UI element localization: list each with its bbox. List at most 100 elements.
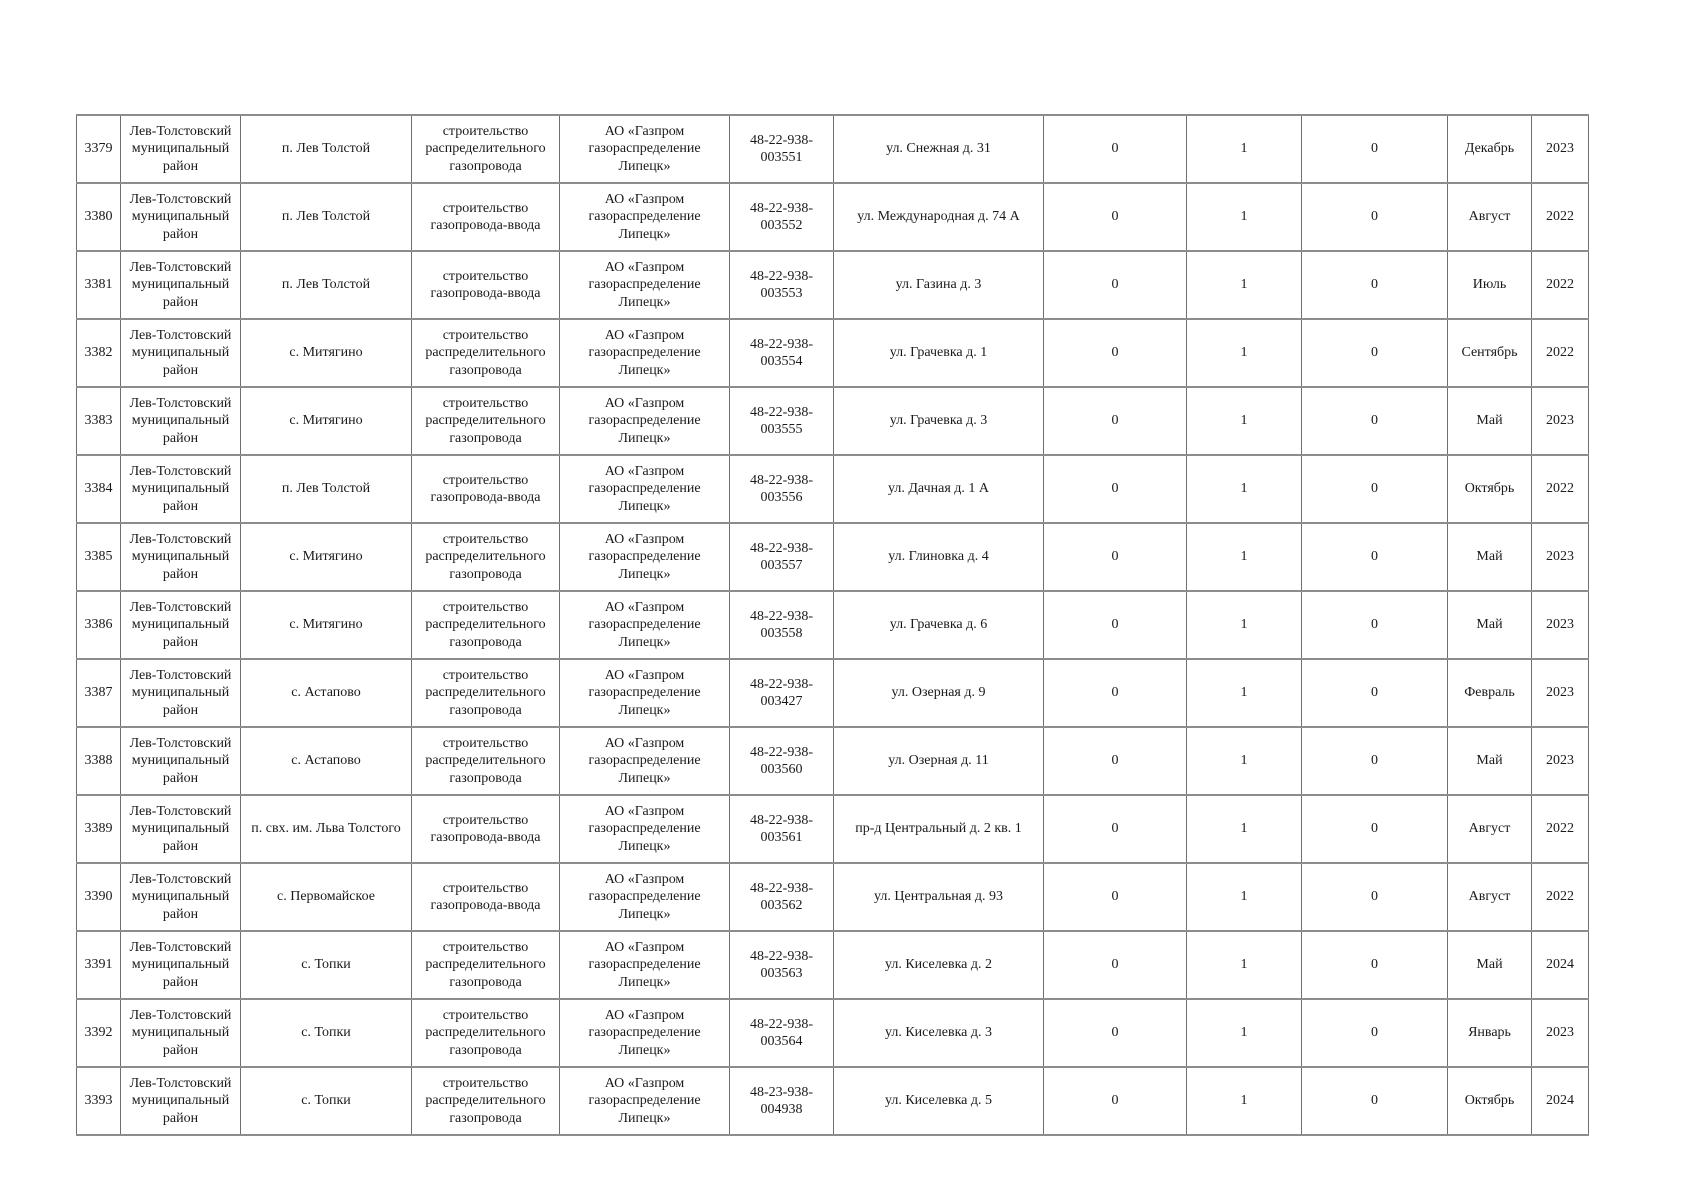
settlement-cell: п. Лев Толстой xyxy=(240,250,412,320)
year-cell: 2022 xyxy=(1531,454,1589,524)
table-row: 3385 Лев-Толстовский муниципальный район… xyxy=(76,522,1589,592)
address-cell: ул. Грачевка д. 1 xyxy=(833,318,1044,388)
month-cell: Май xyxy=(1447,386,1532,456)
row-number-cell: 3386 xyxy=(76,590,121,660)
code-cell: 48-22-938-003558 xyxy=(729,590,834,660)
work-type-cell: строительство распределительного газопро… xyxy=(411,590,560,660)
district-cell: Лев-Толстовский муниципальный район xyxy=(120,726,241,796)
value-b-cell: 1 xyxy=(1186,386,1302,456)
organization-cell: АО «Газпром газораспределение Липецк» xyxy=(559,794,730,864)
organization-cell: АО «Газпром газораспределение Липецк» xyxy=(559,386,730,456)
code-cell: 48-22-938-003557 xyxy=(729,522,834,592)
value-b-cell: 1 xyxy=(1186,590,1302,660)
month-cell: Август xyxy=(1447,794,1532,864)
month-cell: Август xyxy=(1447,182,1532,252)
month-cell: Май xyxy=(1447,522,1532,592)
table-row: 3379 Лев-Толстовский муниципальный район… xyxy=(76,114,1589,184)
settlement-cell: п. свх. им. Льва Толстого xyxy=(240,794,412,864)
address-cell: ул. Снежная д. 31 xyxy=(833,114,1044,184)
table-row: 3392 Лев-Толстовский муниципальный район… xyxy=(76,998,1589,1068)
year-cell: 2024 xyxy=(1531,930,1589,1000)
year-cell: 2022 xyxy=(1531,182,1589,252)
settlement-cell: с. Астапово xyxy=(240,658,412,728)
settlement-cell: с. Топки xyxy=(240,998,412,1068)
month-cell: Май xyxy=(1447,726,1532,796)
value-a-cell: 0 xyxy=(1043,182,1187,252)
value-a-cell: 0 xyxy=(1043,318,1187,388)
value-a-cell: 0 xyxy=(1043,726,1187,796)
month-cell: Май xyxy=(1447,930,1532,1000)
month-cell: Октябрь xyxy=(1447,454,1532,524)
month-cell: Декабрь xyxy=(1447,114,1532,184)
row-number-cell: 3392 xyxy=(76,998,121,1068)
work-type-cell: строительство газопровода-ввода xyxy=(411,794,560,864)
value-b-cell: 1 xyxy=(1186,998,1302,1068)
table-row: 3391 Лев-Толстовский муниципальный район… xyxy=(76,930,1589,1000)
year-cell: 2023 xyxy=(1531,522,1589,592)
district-cell: Лев-Толстовский муниципальный район xyxy=(120,658,241,728)
year-cell: 2022 xyxy=(1531,794,1589,864)
year-cell: 2023 xyxy=(1531,998,1589,1068)
work-type-cell: строительство распределительного газопро… xyxy=(411,1066,560,1136)
address-cell: ул. Международная д. 74 А xyxy=(833,182,1044,252)
district-cell: Лев-Толстовский муниципальный район xyxy=(120,522,241,592)
row-number-cell: 3382 xyxy=(76,318,121,388)
settlement-cell: с. Митягино xyxy=(240,522,412,592)
address-cell: ул. Центральная д. 93 xyxy=(833,862,1044,932)
value-b-cell: 1 xyxy=(1186,114,1302,184)
value-b-cell: 1 xyxy=(1186,658,1302,728)
address-cell: ул. Киселевка д. 2 xyxy=(833,930,1044,1000)
code-cell: 48-22-938-003552 xyxy=(729,182,834,252)
gas-pipeline-table: 3379 Лев-Толстовский муниципальный район… xyxy=(76,114,1589,1136)
value-b-cell: 1 xyxy=(1186,522,1302,592)
year-cell: 2022 xyxy=(1531,862,1589,932)
work-type-cell: строительство распределительного газопро… xyxy=(411,386,560,456)
value-c-cell: 0 xyxy=(1301,794,1448,864)
value-a-cell: 0 xyxy=(1043,930,1187,1000)
month-cell: Сентябрь xyxy=(1447,318,1532,388)
organization-cell: АО «Газпром газораспределение Липецк» xyxy=(559,454,730,524)
settlement-cell: с. Митягино xyxy=(240,590,412,660)
value-c-cell: 0 xyxy=(1301,658,1448,728)
organization-cell: АО «Газпром газораспределение Липецк» xyxy=(559,998,730,1068)
year-cell: 2022 xyxy=(1531,318,1589,388)
settlement-cell: с. Топки xyxy=(240,1066,412,1136)
month-cell: Май xyxy=(1447,590,1532,660)
year-cell: 2023 xyxy=(1531,658,1589,728)
value-c-cell: 0 xyxy=(1301,862,1448,932)
district-cell: Лев-Толстовский муниципальный район xyxy=(120,930,241,1000)
district-cell: Лев-Толстовский муниципальный район xyxy=(120,318,241,388)
value-a-cell: 0 xyxy=(1043,590,1187,660)
table-row: 3388 Лев-Толстовский муниципальный район… xyxy=(76,726,1589,796)
code-cell: 48-22-938-003564 xyxy=(729,998,834,1068)
month-cell: Февраль xyxy=(1447,658,1532,728)
work-type-cell: строительство распределительного газопро… xyxy=(411,114,560,184)
value-b-cell: 1 xyxy=(1186,794,1302,864)
settlement-cell: с. Митягино xyxy=(240,318,412,388)
table-row: 3389 Лев-Толстовский муниципальный район… xyxy=(76,794,1589,864)
code-cell: 48-22-938-003560 xyxy=(729,726,834,796)
year-cell: 2023 xyxy=(1531,726,1589,796)
month-cell: Октябрь xyxy=(1447,1066,1532,1136)
district-cell: Лев-Толстовский муниципальный район xyxy=(120,794,241,864)
settlement-cell: п. Лев Толстой xyxy=(240,182,412,252)
work-type-cell: строительство распределительного газопро… xyxy=(411,998,560,1068)
value-a-cell: 0 xyxy=(1043,454,1187,524)
settlement-cell: п. Лев Толстой xyxy=(240,454,412,524)
address-cell: ул. Озерная д. 9 xyxy=(833,658,1044,728)
value-c-cell: 0 xyxy=(1301,726,1448,796)
table-row: 3387 Лев-Толстовский муниципальный район… xyxy=(76,658,1589,728)
table-row: 3384 Лев-Толстовский муниципальный район… xyxy=(76,454,1589,524)
district-cell: Лев-Толстовский муниципальный район xyxy=(120,998,241,1068)
address-cell: ул. Киселевка д. 3 xyxy=(833,998,1044,1068)
address-cell: ул. Газина д. 3 xyxy=(833,250,1044,320)
settlement-cell: п. Лев Толстой xyxy=(240,114,412,184)
row-number-cell: 3393 xyxy=(76,1066,121,1136)
organization-cell: АО «Газпром газораспределение Липецк» xyxy=(559,1066,730,1136)
value-b-cell: 1 xyxy=(1186,182,1302,252)
table-row: 3390 Лев-Толстовский муниципальный район… xyxy=(76,862,1589,932)
table-row: 3393 Лев-Толстовский муниципальный район… xyxy=(76,1066,1589,1136)
row-number-cell: 3388 xyxy=(76,726,121,796)
district-cell: Лев-Толстовский муниципальный район xyxy=(120,862,241,932)
